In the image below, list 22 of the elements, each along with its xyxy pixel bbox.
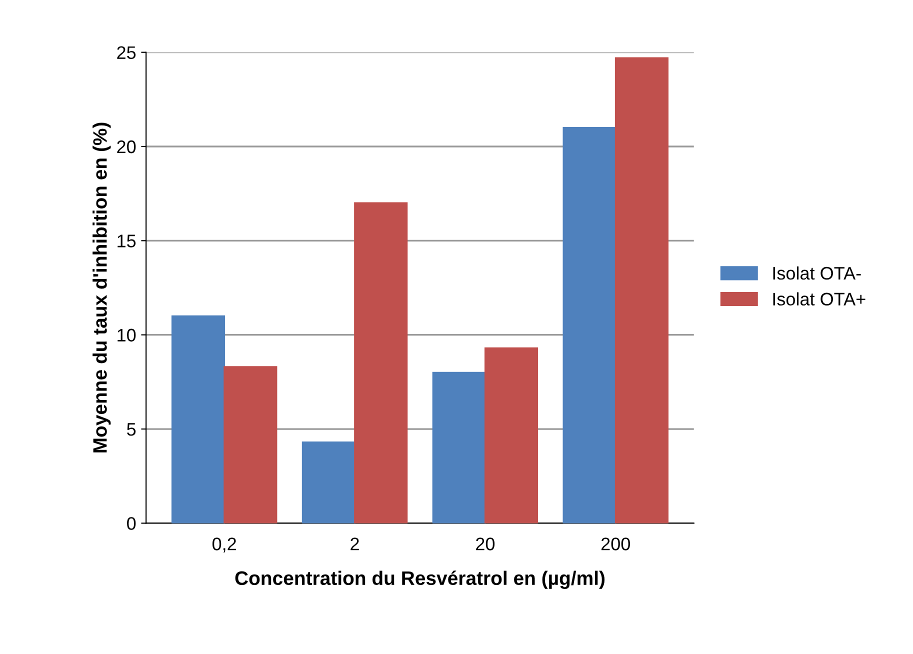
bar bbox=[562, 126, 616, 524]
y-axis-title: Moyenne du taux d'inhibition en (%) bbox=[92, 122, 111, 452]
bar bbox=[432, 372, 486, 524]
x-tick-label: 2 bbox=[350, 538, 359, 550]
bar bbox=[484, 347, 538, 524]
bar bbox=[224, 366, 278, 524]
bar bbox=[302, 442, 356, 524]
bar bbox=[614, 57, 668, 524]
bar bbox=[171, 315, 226, 524]
x-axis-title: Concentration du Resvératrol en (µg/ml) bbox=[235, 570, 605, 589]
x-tick-label: 200 bbox=[601, 538, 630, 550]
y-tick-label: 15 bbox=[118, 234, 136, 248]
y-tick-label: 0 bbox=[127, 517, 136, 530]
y-tick-label: 5 bbox=[127, 423, 136, 436]
bar bbox=[354, 202, 408, 524]
y-tick-label: 20 bbox=[117, 140, 136, 154]
x-tick-label: 0,2 bbox=[212, 538, 236, 552]
legend-label: Isolat OTA+ bbox=[773, 292, 866, 306]
y-tick-label: 25 bbox=[117, 46, 136, 60]
y-tick-label: 10 bbox=[118, 328, 136, 342]
x-tick-label: 20 bbox=[476, 538, 495, 550]
legend-label: Isolat OTA- bbox=[773, 266, 861, 280]
